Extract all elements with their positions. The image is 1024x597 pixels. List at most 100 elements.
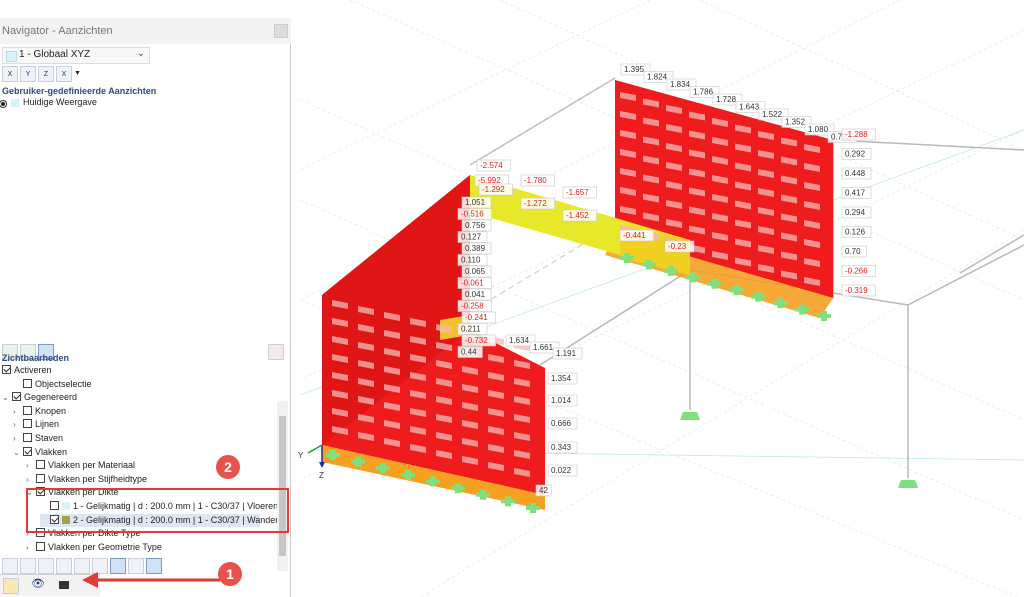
tree-item[interactable]: ⌄ Gegenereerd <box>2 391 77 404</box>
result-label-box <box>841 206 872 219</box>
current-view-label[interactable]: Huidige Weergave <box>23 97 97 107</box>
result-value: 0.110 <box>461 256 481 265</box>
toolbar-button-6[interactable] <box>92 558 108 574</box>
support-glyph <box>685 272 700 283</box>
result-label-box <box>562 209 597 222</box>
tree-item[interactable]: ⌄ Vlakken <box>13 446 67 459</box>
axis-x-label: X <box>7 71 13 78</box>
support-glyph <box>351 456 365 467</box>
camera-settings-button[interactable] <box>38 344 54 360</box>
chevron-right-icon[interactable]: › <box>26 529 29 539</box>
eye-icon[interactable]: 👁 <box>31 578 45 590</box>
tree-item[interactable]: 2 - Gelijkmatig | d : 200.0 mm | 1 - C30… <box>40 513 280 527</box>
tree-checkbox[interactable] <box>23 433 32 442</box>
chevron-down-icon[interactable]: ⌄ <box>26 488 33 498</box>
result-label-box <box>841 226 872 238</box>
tree-checkbox[interactable] <box>23 378 32 388</box>
tree-checkbox[interactable] <box>36 487 45 497</box>
stress-glyph <box>666 181 682 190</box>
support-glyph <box>641 259 656 270</box>
result-label-box <box>461 334 496 347</box>
toolbar-button-2[interactable] <box>20 558 36 574</box>
result-value: 1.354 <box>551 374 572 383</box>
result-value: 1.824 <box>647 73 668 82</box>
toolbar-button-5[interactable] <box>74 558 90 574</box>
tree-item[interactable]: Activeren <box>2 364 52 377</box>
support-glyph <box>620 253 634 263</box>
tree-item[interactable]: › Knopen <box>13 405 66 418</box>
tree-item[interactable]: › Vlakken per Geometrie Type <box>26 541 162 554</box>
tree-checkbox[interactable] <box>23 419 32 429</box>
result-label-box <box>547 464 578 477</box>
result-value: 0.127 <box>461 233 482 242</box>
tree-checkbox[interactable] <box>50 514 59 524</box>
view-axis-z-button[interactable]: Z <box>38 66 54 82</box>
toolbar-button-3[interactable] <box>38 558 54 574</box>
stress-glyph <box>781 213 797 223</box>
toolbar-button-1[interactable] <box>2 558 18 574</box>
toolbar-button-9[interactable] <box>146 558 162 574</box>
tree-checkbox[interactable] <box>12 392 21 402</box>
result-value: 1.014 <box>551 396 572 405</box>
chevron-right-icon[interactable]: › <box>26 542 29 552</box>
tree-item[interactable]: 1 - Gelijkmatig | d : 200.0 mm | 1 - C30… <box>40 500 278 513</box>
chevron-right-icon[interactable]: › <box>13 406 16 416</box>
line-supports <box>326 253 831 513</box>
toolbar-button-4[interactable] <box>56 558 72 574</box>
tree-checkbox[interactable] <box>50 501 59 510</box>
close-icon[interactable] <box>274 24 288 38</box>
stress-glyph <box>643 98 659 108</box>
tab-views-camera-icon[interactable] <box>59 581 69 589</box>
tree-item[interactable]: › Vlakken per Stijfheidtype <box>26 473 147 486</box>
stress-glyph <box>712 232 728 241</box>
tree-item[interactable]: ⌄ Vlakken per Dikte <box>26 486 119 499</box>
axis-iso-label: X <box>61 71 67 78</box>
dropdown-arrow-icon[interactable]: ▼ <box>74 70 81 77</box>
tab-data[interactable] <box>3 578 19 594</box>
view-axis-y-button[interactable]: Y <box>20 66 36 82</box>
result-value: 0.70 <box>845 247 861 256</box>
chevron-down-icon[interactable]: ⌄ <box>2 393 9 403</box>
current-view-radio[interactable] <box>0 100 7 108</box>
tree-checkbox[interactable] <box>23 405 32 415</box>
view-axis-iso-button[interactable]: X <box>56 66 72 82</box>
tree-item[interactable]: › Vlakken per Materiaal <box>26 459 135 472</box>
tree-item-label: Staven <box>35 433 64 443</box>
result-labels: 1.3951.8241.8341.7861.7281.6431.5221.352… <box>457 63 876 497</box>
support-glyph <box>526 503 540 513</box>
stress-glyph <box>804 163 820 172</box>
tree-scrollbar[interactable] <box>277 401 288 571</box>
chevron-right-icon[interactable]: › <box>13 420 16 430</box>
stress-glyph <box>666 219 682 228</box>
add-camera-button[interactable] <box>2 344 18 360</box>
toolbar-button-7[interactable] <box>110 558 126 574</box>
chevron-down-icon[interactable]: ⌄ <box>13 447 20 457</box>
result-label-box <box>781 116 812 128</box>
view-axis-x-button[interactable]: X <box>2 66 18 82</box>
chevron-right-icon[interactable]: › <box>26 461 29 471</box>
result-label-box <box>552 347 583 360</box>
stress-glyph <box>514 378 530 387</box>
camera-icon[interactable] <box>20 344 36 360</box>
result-value: -0.266 <box>845 267 868 276</box>
tree-checkbox[interactable] <box>23 446 32 456</box>
axis-y-label: Y <box>298 451 304 460</box>
tree-checkbox[interactable] <box>36 541 45 551</box>
chevron-right-icon[interactable]: › <box>26 474 29 484</box>
delete-camera-button[interactable] <box>268 344 284 360</box>
tree-checkbox[interactable] <box>36 460 45 470</box>
tree-item[interactable]: Objectselectie <box>13 378 92 391</box>
result-label-box <box>478 183 513 196</box>
tree-item[interactable]: › Lijnen <box>13 418 59 431</box>
result-label-box <box>461 311 496 324</box>
tree-checkbox[interactable] <box>2 365 11 374</box>
support-glyph <box>426 476 440 487</box>
tree-checkbox[interactable] <box>36 473 45 483</box>
view-selector[interactable]: 1 - Globaal XYZ ⌄ <box>2 47 150 64</box>
scrollbar-thumb[interactable] <box>279 416 286 556</box>
chevron-right-icon[interactable]: › <box>13 434 16 443</box>
tree-item[interactable]: › Staven <box>13 432 63 445</box>
toolbar-button-8[interactable] <box>128 558 144 574</box>
result-value: 0.756 <box>465 221 486 230</box>
